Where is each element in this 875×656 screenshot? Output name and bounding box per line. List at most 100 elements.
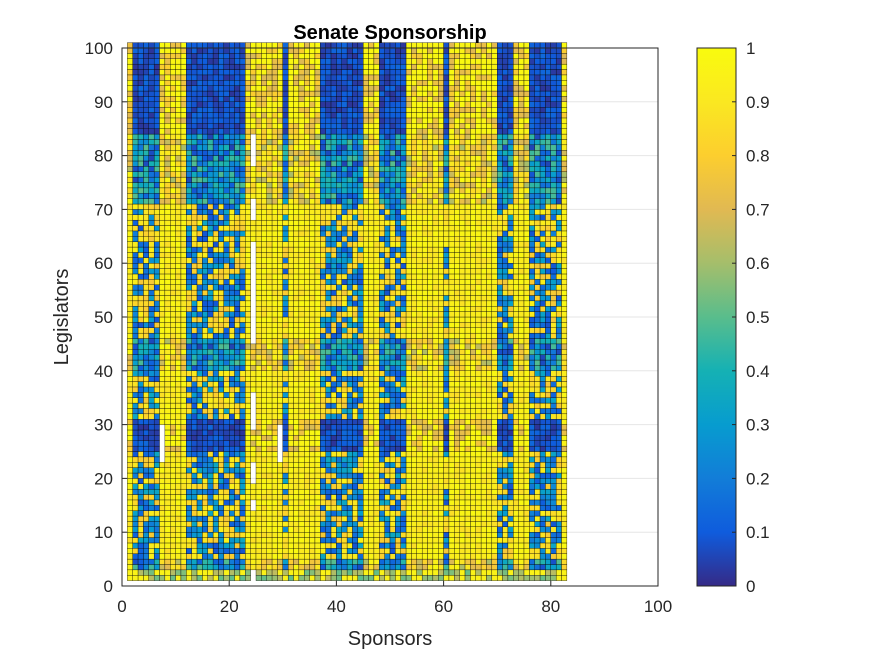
heatmap-cell [384,515,391,522]
heatmap-cell [175,548,182,554]
heatmap-cell [218,472,225,479]
heatmap-cell [148,510,155,517]
heatmap-cell [373,193,380,199]
heatmap-cell [282,553,289,560]
heatmap-cell [298,548,305,554]
heatmap-cell [127,80,133,86]
heatmap-cell [336,467,342,474]
heatmap-cell [255,171,262,178]
heatmap-cell [159,257,166,264]
heatmap-cell [127,542,133,549]
heatmap-cell [314,515,321,522]
heatmap-cell [196,505,203,511]
heatmap-cell [229,263,235,269]
heatmap-cell [336,123,342,129]
heatmap-cell [277,381,283,388]
heatmap-cell [127,90,133,97]
heatmap-cell [314,392,321,398]
heatmap-cell [196,112,203,119]
heatmap-cell [282,203,289,210]
heatmap-cell [186,332,192,339]
heatmap-cell [266,564,273,571]
heatmap-cell [304,252,310,258]
heatmap-cell [261,478,267,484]
heatmap-cell [282,133,289,140]
heatmap-cell [363,386,369,393]
heatmap-cell [293,257,300,264]
heatmap-cell [304,123,310,129]
heatmap-cell [159,176,166,183]
heatmap-cell [127,279,133,285]
heatmap-cell [293,225,300,232]
heatmap-cell [255,365,262,371]
heatmap-cell [255,343,262,350]
heatmap-cell [277,392,283,398]
heatmap-cell [287,241,294,248]
heatmap-cell [341,96,348,102]
heatmap-cell [148,53,155,59]
heatmap-cell [336,112,342,119]
heatmap-cell [304,236,310,242]
heatmap-cell [207,413,214,420]
heatmap-cell [202,69,208,76]
heatmap-cell [250,564,257,571]
heatmap-cell [127,359,133,366]
heatmap-cell [357,155,364,162]
heatmap-cell [255,284,262,291]
heatmap-cell [234,69,241,76]
heatmap-cell [277,483,283,490]
heatmap-cell [218,381,225,388]
heatmap-cell [368,241,375,248]
heatmap-cell [298,532,305,538]
heatmap-cell [148,316,155,323]
heatmap-cell [266,107,273,113]
heatmap-cell [363,316,369,323]
heatmap-cell [384,284,391,291]
heatmap-cell [191,107,198,113]
heatmap-cell [153,488,160,495]
heatmap-cell [132,263,139,269]
heatmap-cell [325,532,332,538]
heatmap-cell [132,58,139,65]
heatmap-cell [282,241,289,248]
heatmap-cell [159,139,166,146]
heatmap-cell [395,553,401,560]
heatmap-cell [357,300,364,307]
heatmap-cell [261,268,267,275]
heatmap-cell [153,392,160,398]
heatmap-cell [293,542,300,549]
heatmap-cell [320,176,326,183]
heatmap-cell [229,542,235,549]
heatmap-cell [218,521,225,527]
heatmap-cell [255,63,262,70]
heatmap-cell [229,376,235,382]
heatmap-cell [175,268,182,275]
heatmap-cell [261,214,267,221]
heatmap-cell [148,397,155,404]
heatmap-cell [223,349,230,355]
heatmap-cell [325,569,332,576]
heatmap-cell [330,553,337,560]
heatmap-cell [245,300,251,307]
heatmap-cell [175,376,182,382]
heatmap-cell [170,392,176,398]
heatmap-cell [379,193,385,199]
heatmap-cell [352,225,359,232]
heatmap-cell [127,295,133,302]
heatmap-cell [223,526,230,533]
heatmap-cell [255,386,262,393]
heatmap-cell [346,289,353,296]
heatmap-cell [379,365,385,371]
heatmap-cell [277,327,283,334]
heatmap-cell [143,128,149,135]
heatmap-cell [191,537,198,544]
heatmap-cell [304,435,310,441]
heatmap-cell [180,424,187,431]
heatmap-cell [127,144,133,151]
heatmap-cell [330,306,337,312]
heatmap-cell [170,435,176,441]
heatmap-cell [314,532,321,538]
heatmap-cell [384,47,391,54]
heatmap-cell [389,359,396,366]
heatmap-cell [261,80,267,86]
